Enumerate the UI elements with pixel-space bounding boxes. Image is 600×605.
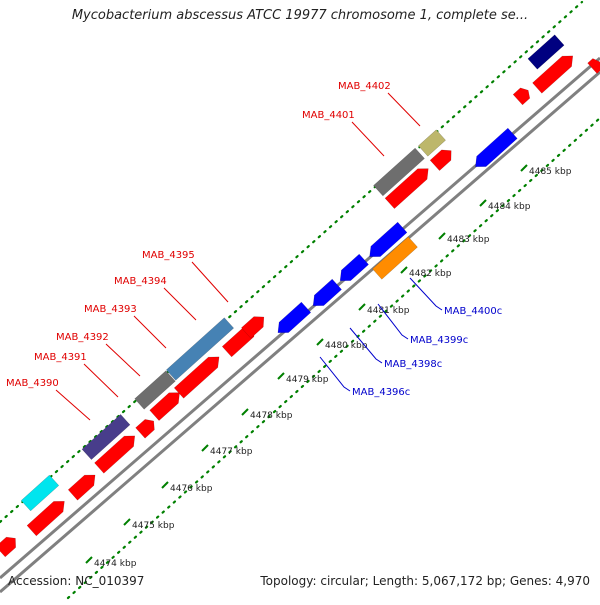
axis-tick-label: 4480 kbp [325, 341, 368, 351]
reverse-gene-label[interactable]: MAB_4398c [384, 359, 442, 370]
axis-tick-label: 4481 kbp [367, 306, 410, 316]
axis-tick [358, 303, 366, 311]
axis-tick-label: 4474 kbp [94, 559, 137, 569]
reverse-cds-arrow [312, 278, 342, 306]
axis-tick [400, 266, 408, 274]
axis-tick [201, 444, 209, 452]
reverse-cds-arrow [369, 221, 408, 257]
label-leader-line [349, 327, 383, 364]
label-leader-line [55, 389, 91, 421]
forward-cds-arrow [512, 87, 531, 106]
label-leader-line [377, 303, 409, 340]
axis-tick [316, 338, 324, 346]
axis-tick-label: 4476 kbp [170, 484, 213, 494]
cog-category-block [372, 236, 418, 280]
forward-cds-arrow [587, 58, 600, 74]
reverse-gene-label[interactable]: MAB_4399c [410, 335, 468, 346]
position-axis: 4474 kbp 4475 kbp 4476 kbp 4477 kbp 4478 kbp… [85, 164, 572, 569]
forward-cds-arrow [94, 435, 136, 474]
accession-label: Accession: NC_010397 [8, 574, 145, 588]
axis-tick-label: 4482 kbp [409, 269, 452, 279]
axis-tick-label: 4477 kbp [210, 447, 253, 457]
cog-category-block [165, 317, 235, 381]
forward-cds-arrow [149, 392, 180, 421]
reverse-cds-arrow [475, 127, 518, 167]
feature-tracks [0, 34, 600, 558]
label-leader-line [387, 92, 421, 127]
cog-category-block [373, 147, 425, 197]
label-leader-line [133, 315, 167, 349]
forward-cds-arrow [532, 55, 574, 94]
forward-cds-arrow [67, 474, 96, 501]
axis-tick-label: 4484 kbp [488, 202, 531, 212]
axis-tick-label: 4475 kbp [132, 521, 175, 531]
cog-category-block [20, 474, 60, 512]
forward-cds-arrow [135, 419, 155, 439]
gene-labels: MAB_4390 MAB_4391 MAB_4392 MAB_4393 MAB_4394… [6, 81, 502, 421]
axis-tick [520, 164, 528, 172]
axis-tick-label: 4483 kbp [447, 235, 490, 245]
reverse-gene-label[interactable]: MAB_4396c [352, 387, 410, 398]
label-leader-line [409, 277, 443, 311]
cog-category-block [81, 414, 131, 460]
cog-category-block [527, 34, 565, 70]
forward-gene-label[interactable]: MAB_4391 [34, 352, 87, 363]
cog-category-block [418, 129, 446, 157]
axis-tick-label: 4478 kbp [250, 411, 293, 421]
axis-tick [161, 481, 169, 489]
label-leader-line [105, 343, 141, 377]
forward-cds-arrow [26, 501, 65, 537]
forward-cds-arrow [429, 149, 452, 171]
axis-tick [85, 556, 93, 564]
forward-gene-label[interactable]: MAB_4390 [6, 378, 59, 389]
axis-tick [241, 408, 249, 416]
forward-gene-label[interactable]: MAB_4395 [142, 250, 195, 261]
axis-tick [438, 232, 446, 240]
label-leader-line [319, 356, 351, 392]
topology-summary: Topology: circular; Length: 5,067,172 bp… [260, 574, 590, 588]
backbone-line [0, 70, 600, 594]
lower-dotted-guide [66, 116, 600, 600]
axis-tick-label: 4485 kbp [529, 167, 572, 177]
forward-cds-arrow [173, 356, 220, 399]
axis-tick [479, 199, 487, 207]
axis-tick-label: 4479 kbp [286, 375, 329, 385]
map-title: Mycobacterium abscessus ATCC 19977 chrom… [71, 8, 529, 23]
reverse-cds-arrow [339, 253, 369, 281]
reverse-gene-label[interactable]: MAB_4400c [444, 306, 502, 317]
forward-cds-arrow [384, 168, 429, 209]
label-leader-line [83, 363, 119, 398]
forward-gene-label[interactable]: MAB_4392 [56, 332, 109, 343]
forward-cds-arrow [0, 536, 16, 558]
label-leader-line [351, 121, 385, 157]
label-leader-line [163, 287, 197, 321]
forward-gene-label[interactable]: MAB_4401 [302, 110, 355, 121]
label-leader-line [191, 261, 229, 303]
forward-gene-label[interactable]: MAB_4393 [84, 304, 137, 315]
axis-tick [123, 518, 131, 526]
forward-cds-arrow [241, 316, 265, 339]
axis-tick [277, 372, 285, 380]
cog-category-block [134, 370, 176, 410]
forward-gene-label[interactable]: MAB_4402 [338, 81, 391, 92]
reverse-cds-arrow [277, 301, 312, 333]
upper-dotted-guide [0, 0, 584, 524]
forward-gene-label[interactable]: MAB_4394 [114, 276, 167, 287]
